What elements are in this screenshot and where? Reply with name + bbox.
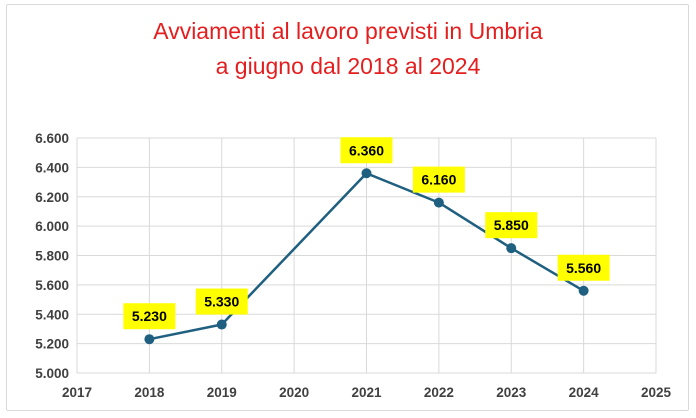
x-tick-label: 2020 <box>279 385 309 400</box>
data-labels: 5.230 5.330 6.360 6.160 5.850 5.560 <box>123 137 610 330</box>
data-point <box>144 334 155 345</box>
data-point <box>433 197 444 208</box>
data-point <box>216 319 227 330</box>
data-label-text: 5.560 <box>566 260 601 276</box>
y-tick-label: 5.200 <box>35 337 69 352</box>
data-label-background <box>485 212 538 239</box>
y-tick-label: 6.600 <box>35 131 69 146</box>
x-tick-label: 2023 <box>496 385 527 400</box>
series-polyline <box>149 172 585 341</box>
data-label: 5.330 <box>195 288 248 315</box>
data-label-text: 5.850 <box>494 217 529 233</box>
data-label-background <box>340 137 393 164</box>
y-tick-label: 6.400 <box>35 160 69 175</box>
chart-title: Avviamenti al lavoro previsti in Umbria … <box>0 14 696 84</box>
data-label: 5.850 <box>485 212 538 239</box>
data-label: 6.360 <box>340 137 393 164</box>
y-tick-label: 5.400 <box>35 307 69 322</box>
data-label-background <box>412 166 465 193</box>
data-point <box>506 243 517 254</box>
chart-title-line-1: Avviamenti al lavoro previsti in Umbria <box>153 18 543 44</box>
chart-title-line-2: a giugno dal 2018 al 2024 <box>215 53 481 79</box>
x-tick-label: 2021 <box>351 385 382 400</box>
y-axis-tick-labels: 5.000 5.200 5.400 5.600 5.800 6.000 6.200 6.400… <box>35 131 69 381</box>
x-tick-label: 2018 <box>134 385 165 400</box>
data-label-text: 6.160 <box>421 172 456 188</box>
y-tick-label: 6.000 <box>35 219 69 234</box>
y-tick-label: 5.000 <box>35 366 69 381</box>
data-point <box>361 168 372 179</box>
x-tick-label: 2025 <box>641 385 672 400</box>
data-label-text: 6.360 <box>349 142 384 158</box>
data-label: 5.560 <box>557 254 610 281</box>
y-tick-label: 6.200 <box>35 190 69 205</box>
x-tick-label: 2024 <box>569 385 600 400</box>
data-label-text: 5.230 <box>132 308 167 324</box>
data-label: 6.160 <box>412 166 465 193</box>
series-line <box>149 172 585 341</box>
x-tick-label: 2022 <box>424 385 454 400</box>
data-label-background <box>195 288 248 315</box>
x-tick-label: 2019 <box>207 385 237 400</box>
x-axis-tick-labels: 2017 2018 2019 2020 2021 2022 2023 2024 2025 <box>62 385 672 400</box>
data-label-background <box>557 254 610 281</box>
data-points <box>144 168 589 345</box>
x-tick-label: 2017 <box>62 385 92 400</box>
y-tick-label: 5.600 <box>35 278 69 293</box>
y-tick-label: 5.800 <box>35 249 69 264</box>
data-label-background <box>123 303 176 330</box>
data-point <box>578 285 589 296</box>
data-label-text: 5.330 <box>204 294 239 310</box>
data-label: 5.230 <box>123 303 176 330</box>
